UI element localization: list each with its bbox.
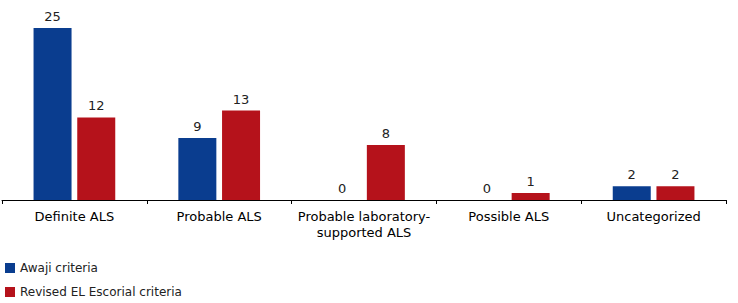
svg-text:1: 1 — [527, 174, 535, 189]
svg-text:8: 8 — [382, 126, 390, 141]
svg-text:Revised EL Escorial criteria: Revised EL Escorial criteria — [20, 285, 182, 299]
svg-text:12: 12 — [88, 98, 105, 113]
svg-text:Probable laboratory-: Probable laboratory- — [298, 209, 431, 224]
svg-text:Uncategorized: Uncategorized — [606, 209, 700, 224]
svg-text:Possible ALS: Possible ALS — [468, 209, 549, 224]
svg-text:2: 2 — [671, 167, 679, 182]
svg-text:2: 2 — [628, 167, 636, 182]
svg-text:13: 13 — [233, 92, 250, 107]
svg-text:0: 0 — [338, 181, 346, 196]
svg-text:25: 25 — [44, 9, 61, 24]
svg-text:9: 9 — [193, 119, 201, 134]
svg-text:Probable ALS: Probable ALS — [177, 209, 262, 224]
svg-text:Awaji criteria: Awaji criteria — [20, 261, 98, 275]
svg-text:0: 0 — [483, 181, 491, 196]
svg-text:Definite ALS: Definite ALS — [35, 209, 115, 224]
svg-text:supported ALS: supported ALS — [317, 225, 412, 240]
